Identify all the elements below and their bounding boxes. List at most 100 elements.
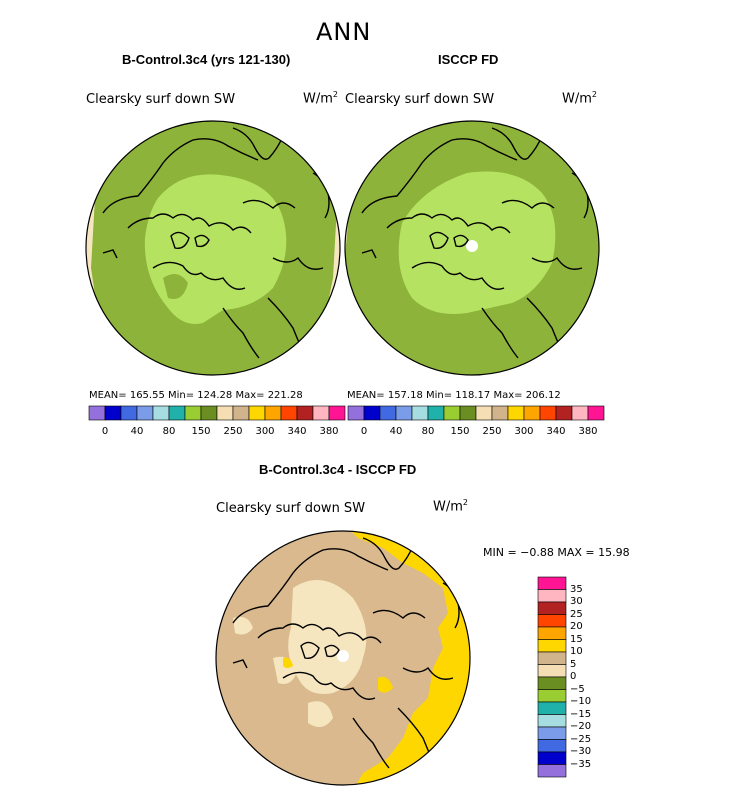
colorbar-swatch xyxy=(537,714,567,728)
colorbar-swatch xyxy=(379,405,397,421)
left-polar-map xyxy=(85,120,341,376)
low-diff-wheat-region xyxy=(288,580,367,694)
colorbar-swatch xyxy=(537,589,567,603)
wheat-patch xyxy=(308,701,333,727)
colorbar-swatch xyxy=(216,405,234,421)
colorbar-swatch xyxy=(475,405,493,421)
right-panel-title: ISCCP FD xyxy=(438,52,499,67)
colorbar-tick-label: 80 xyxy=(421,426,435,437)
colorbar-tick-label: 340 xyxy=(546,426,566,437)
left-stats: MEAN= 165.55 Min= 124.28 Max= 221.28 xyxy=(89,390,303,401)
pole-missing-data xyxy=(466,240,478,252)
colorbar-swatch xyxy=(104,405,122,421)
colorbar-tick-label: 300 xyxy=(514,426,534,437)
gold-patch xyxy=(378,676,393,693)
colorbar-swatch xyxy=(120,405,138,421)
colorbar-swatch xyxy=(347,405,365,421)
colorbar-swatch xyxy=(168,405,186,421)
colorbar-swatch xyxy=(537,614,567,628)
colorbar-swatch xyxy=(395,405,413,421)
right-colorbar xyxy=(347,405,605,421)
colorbar-swatch xyxy=(537,726,567,740)
colorbar-tick-label: 40 xyxy=(130,426,144,437)
figure-title: ANN xyxy=(316,18,372,46)
colorbar-swatch xyxy=(537,701,567,715)
colorbar-swatch xyxy=(539,405,557,421)
colorbar-tick-label: 35 xyxy=(570,583,583,595)
pole-missing-data xyxy=(337,650,349,662)
colorbar-swatch xyxy=(264,405,282,421)
right-variable-label: Clearsky surf down SW xyxy=(345,92,495,107)
colorbar-swatch xyxy=(537,689,567,703)
diff-variable-label: Clearsky surf down SW xyxy=(216,501,366,516)
diff-panel-title: B-Control.3c4 - ISCCP FD xyxy=(259,462,417,477)
colorbar-tick-label: 0 xyxy=(101,426,109,437)
colorbar-swatch xyxy=(232,405,250,421)
colorbar-swatch xyxy=(537,764,567,778)
colorbar-tick-label: −35 xyxy=(570,758,592,770)
colorbar-tick-label: 25 xyxy=(570,608,583,620)
left-colorbar xyxy=(88,405,346,421)
colorbar-tick-label: 380 xyxy=(319,426,339,437)
colorbar-swatch xyxy=(537,626,567,640)
colorbar-tick-label: 80 xyxy=(162,426,176,437)
colorbar-swatch xyxy=(328,405,346,421)
colorbar-tick-label: 15 xyxy=(570,633,583,645)
colorbar-swatch xyxy=(507,405,525,421)
left-units-label: W/m2 xyxy=(303,90,338,107)
colorbar-swatch xyxy=(427,405,445,421)
right-stats: MEAN= 157.18 Min= 118.17 Max= 206.12 xyxy=(347,390,561,401)
colorbar-swatch xyxy=(443,405,461,421)
colorbar-tick-label: 380 xyxy=(578,426,598,437)
right-polar-map xyxy=(344,120,600,376)
colorbar-tick-label: −20 xyxy=(570,721,592,732)
colorbar-tick-label: 0 xyxy=(570,671,577,682)
diff-colorbar xyxy=(537,576,567,778)
colorbar-tick-label: 30 xyxy=(570,596,583,607)
colorbar-tick-label: −15 xyxy=(570,708,592,720)
colorbar-swatch xyxy=(248,405,266,421)
colorbar-swatch xyxy=(555,405,573,421)
colorbar-tick-label: −5 xyxy=(570,683,585,695)
colorbar-swatch xyxy=(537,651,567,665)
colorbar-swatch xyxy=(537,751,567,765)
colorbar-swatch xyxy=(296,405,314,421)
colorbar-swatch xyxy=(491,405,509,421)
diff-polar-map xyxy=(215,530,471,786)
colorbar-swatch xyxy=(312,405,330,421)
colorbar-tick-label: −30 xyxy=(570,746,592,757)
colorbar-swatch xyxy=(152,405,170,421)
colorbar-swatch xyxy=(411,405,429,421)
colorbar-tick-label: 250 xyxy=(223,426,243,437)
diff-colorbar-labels: 35 30 25 20 15 10 5 0 −5 −10 −15 −20 −25 −30 −35 xyxy=(570,577,610,779)
colorbar-swatch xyxy=(571,405,589,421)
coastlines xyxy=(232,537,460,769)
colorbar-swatch xyxy=(136,405,154,421)
colorbar-tick-label: 10 xyxy=(570,646,583,657)
dark-green-patch xyxy=(163,274,188,299)
colorbar-swatch xyxy=(280,405,298,421)
colorbar-swatch xyxy=(523,405,541,421)
colorbar-swatch xyxy=(459,405,477,421)
map-border xyxy=(85,120,341,376)
left-colorbar-labels: 0 40 80 150 250 300 340 380 xyxy=(89,426,345,440)
colorbar-tick-label: 40 xyxy=(389,426,403,437)
colorbar-swatch xyxy=(200,405,218,421)
colorbar-tick-label: 20 xyxy=(570,621,583,632)
right-colorbar-labels: 0 40 80 150 250 300 340 380 xyxy=(348,426,604,440)
colorbar-tick-label: 150 xyxy=(191,426,211,437)
colorbar-tick-label: 150 xyxy=(450,426,470,437)
colorbar-swatch xyxy=(537,739,567,753)
colorbar-tick-label: −25 xyxy=(570,733,592,745)
colorbar-swatch xyxy=(537,601,567,615)
colorbar-swatch xyxy=(88,405,106,421)
colorbar-swatch xyxy=(537,576,567,590)
right-units-label: W/m2 xyxy=(562,90,597,107)
colorbar-swatch xyxy=(184,405,202,421)
colorbar-tick-label: 0 xyxy=(360,426,368,437)
wheat-patch xyxy=(233,616,253,635)
left-panel-title: B-Control.3c4 (yrs 121-130) xyxy=(122,52,291,67)
colorbar-swatch xyxy=(537,676,567,690)
colorbar-tick-label: 250 xyxy=(482,426,502,437)
left-variable-label: Clearsky surf down SW xyxy=(86,92,236,107)
